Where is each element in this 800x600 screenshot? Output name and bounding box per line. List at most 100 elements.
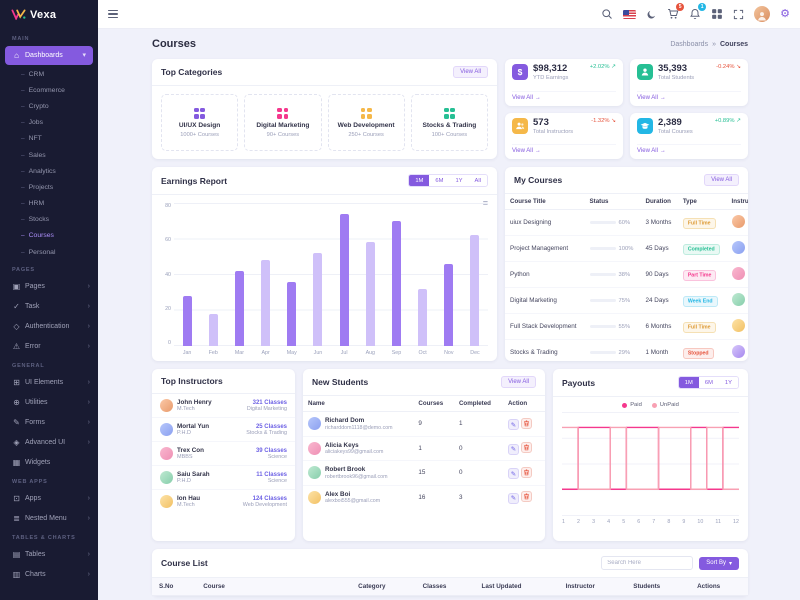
view-all-button[interactable]: View All [453,66,488,78]
category-tile-uiux[interactable]: UI/UX Design 1000+ Courses [161,94,239,151]
search-input[interactable] [601,556,694,570]
sidebar-item-dashboards[interactable]: ⌂ Dashboards ▾ [5,46,93,65]
my-courses-table-wrap: Course Title Status Duration Type Instru… [505,194,748,361]
column-header: Status [584,194,641,210]
payout-line-paid [562,427,739,489]
delete-button[interactable] [520,417,532,429]
dash-icon: – [21,135,25,143]
search-icon[interactable] [601,8,613,20]
edit-button[interactable]: ✎ [507,419,519,431]
sidebar-item-tables[interactable]: ▤ Tables › [0,544,98,564]
view-all-link[interactable]: View All → [637,144,741,154]
sort-by-button[interactable]: Sort By ▾ [699,556,739,570]
sidebar-item-projects[interactable]: – Projects [0,179,98,195]
sidebar-item-widgets[interactable]: ▦ Widgets [0,452,98,472]
user-avatar[interactable] [754,6,771,22]
brand-logo[interactable]: Vexa [0,0,98,29]
avatar [308,417,321,431]
course-list-card: Course List Sort By▾ S.No Course Categor… [152,549,748,596]
earnings-bar [226,203,252,346]
nav-section-tables-charts: Tables & Charts [12,535,76,542]
column-header: Category [351,578,416,596]
sidebar-item-crm[interactable]: – CRM [0,66,98,82]
table-row: Digital Marketing 75% 24 Days Week End [505,287,748,314]
period-1y-button[interactable]: 1Y [449,175,469,186]
classes-link[interactable]: 39 Classes [255,447,287,454]
period-1m-button[interactable]: 1M [409,175,430,186]
notifications-bell-icon[interactable]: 1 [689,3,707,20]
period-6m-button[interactable]: 6M [429,175,450,186]
sidebar-item-task[interactable]: ✓ Task › [0,296,98,316]
sidebar-item-ecommerce[interactable]: – Ecommerce [0,82,98,98]
language-flag-icon[interactable] [623,9,637,19]
dark-mode-moon-icon[interactable] [646,9,657,20]
period-1y-button[interactable]: 1Y [718,377,738,388]
sidebar-item-utilities[interactable]: ⊕ Utilities › [0,392,98,412]
sidebar-item-sales[interactable]: – Sales [0,147,98,163]
avatar [160,471,173,484]
list-item: Mortal Yun P.H.D 25 Classes Stocks & Tradi… [152,418,295,442]
chevron-right-icon: › [87,550,90,558]
edit-button[interactable]: ✎ [507,443,519,455]
edit-button[interactable]: ✎ [507,492,519,504]
sidebar-item-label: Dashboards [25,52,63,59]
view-all-link[interactable]: View All → [512,90,616,101]
fullscreen-icon[interactable] [733,9,744,20]
legend-dot [651,402,657,408]
classes-link[interactable]: 124 Classes [252,495,287,502]
sidebar-nav: Main ⌂ Dashboards ▾ – CRM – Ecommerce – Cry… [0,29,98,600]
sidebar-item-authentication[interactable]: ◇ Authentication › [0,316,98,336]
delete-button[interactable] [520,491,532,503]
sidebar-item-stocks[interactable]: – Stocks [0,212,98,228]
breadcrumb-parent[interactable]: Dashboards [670,40,709,48]
sidebar-item-nested-menu[interactable]: ≣ Nested Menu › [0,508,98,528]
delete-button[interactable] [520,466,532,478]
view-all-button[interactable]: View All [704,174,739,186]
view-all-button[interactable]: View All [501,376,536,388]
sidebar-item-nft[interactable]: – NFT [0,131,98,147]
sidebar-item-courses[interactable]: – Courses [0,228,98,244]
period-1m-button[interactable]: 1M [678,377,699,388]
dash-icon: – [21,232,25,240]
sidebar-item-advanced-ui[interactable]: ◈ Advanced UI › [0,432,98,452]
column-header: Actions [690,578,748,596]
column-header: Students [626,578,691,596]
trend-arrow-icon: ↗ [611,64,616,70]
category-tile-stocks-trading[interactable]: Stocks & Trading 100+ Courses [410,94,488,151]
stat-card-total-courses: 2,389 Total Courses +0.89% ↗ View All → [630,112,748,159]
sidebar-item-apps[interactable]: ⊡ Apps › [0,488,98,508]
sidebar-item-crypto[interactable]: – Crypto [0,98,98,114]
classes-link[interactable]: 25 Classes [255,423,287,430]
sidebar-item-charts[interactable]: ▥ Charts › [0,564,98,584]
sidebar-item-pages[interactable]: ▣ Pages › [0,276,98,296]
sidebar-item-jobs[interactable]: – Jobs [0,115,98,131]
pages-icon: ▣ [12,281,21,291]
dash-icon: – [21,200,25,208]
view-all-link[interactable]: View All → [637,90,741,101]
chevron-right-icon: › [87,494,90,502]
category-tile-web-development[interactable]: Web Development 250+ Courses [327,94,405,151]
cart-icon[interactable]: 5 [667,3,685,20]
sidebar-item-forms[interactable]: ✎ Forms › [0,412,98,432]
sidebar-item-personal[interactable]: – Personal [0,244,98,260]
delete-button[interactable] [520,442,532,454]
edit-button[interactable]: ✎ [507,468,519,480]
settings-gear-icon[interactable]: ⚙ [780,7,790,20]
instructor-icon [512,117,528,134]
period-all-button[interactable]: All [468,175,487,186]
menu-toggle-icon[interactable] [108,9,118,19]
classes-link[interactable]: 321 Classes [252,399,287,406]
sidebar-item-analytics[interactable]: – Analytics [0,163,98,179]
sidebar-item-hrm[interactable]: – HRM [0,196,98,212]
apps-grid-icon[interactable] [711,8,723,20]
sidebar-item-ui-elements[interactable]: ⊞ UI Elements › [0,372,98,392]
category-tile-digital-marketing[interactable]: Digital Marketing 90+ Courses [244,94,322,151]
view-all-link[interactable]: View All → [512,144,616,154]
classes-link[interactable]: 11 Classes [256,471,287,478]
earnings-xlabels: Jan Feb Mar Apr May Jun Jul Aug Sep Oct Nov Dec [182,350,480,356]
legend-dot [622,402,628,408]
dash-icon: – [21,167,25,175]
period-6m-button[interactable]: 6M [698,377,719,388]
sidebar-item-error[interactable]: ⚠ Error › [0,336,98,356]
sidebar-item-label: Utilities [25,398,48,406]
